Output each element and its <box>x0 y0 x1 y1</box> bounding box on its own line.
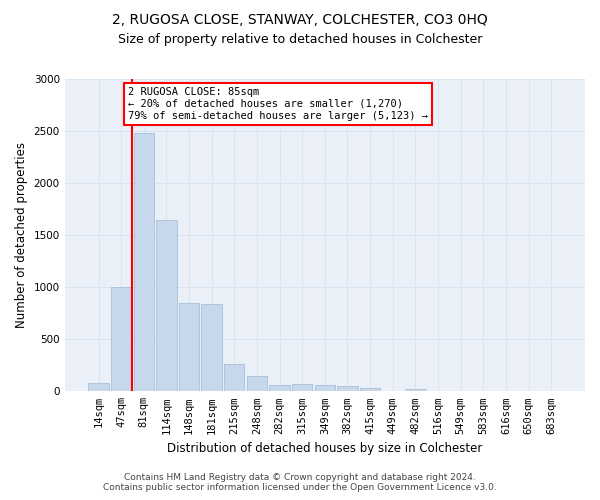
Y-axis label: Number of detached properties: Number of detached properties <box>15 142 28 328</box>
Text: 2 RUGOSA CLOSE: 85sqm
← 20% of detached houses are smaller (1,270)
79% of semi-d: 2 RUGOSA CLOSE: 85sqm ← 20% of detached … <box>128 88 428 120</box>
Bar <box>202 304 222 392</box>
Bar <box>337 386 358 392</box>
Bar <box>360 388 380 392</box>
Text: 2, RUGOSA CLOSE, STANWAY, COLCHESTER, CO3 0HQ: 2, RUGOSA CLOSE, STANWAY, COLCHESTER, CO… <box>112 12 488 26</box>
Bar <box>247 376 267 392</box>
Bar <box>156 220 176 392</box>
Bar <box>179 303 199 392</box>
Bar <box>134 133 154 392</box>
Bar <box>88 384 109 392</box>
Text: Size of property relative to detached houses in Colchester: Size of property relative to detached ho… <box>118 32 482 46</box>
Bar <box>224 364 244 392</box>
X-axis label: Distribution of detached houses by size in Colchester: Distribution of detached houses by size … <box>167 442 482 455</box>
Bar <box>292 384 313 392</box>
Text: Contains HM Land Registry data © Crown copyright and database right 2024.
Contai: Contains HM Land Registry data © Crown c… <box>103 473 497 492</box>
Bar <box>314 385 335 392</box>
Bar <box>405 388 425 392</box>
Bar <box>269 385 290 392</box>
Bar <box>111 287 131 392</box>
